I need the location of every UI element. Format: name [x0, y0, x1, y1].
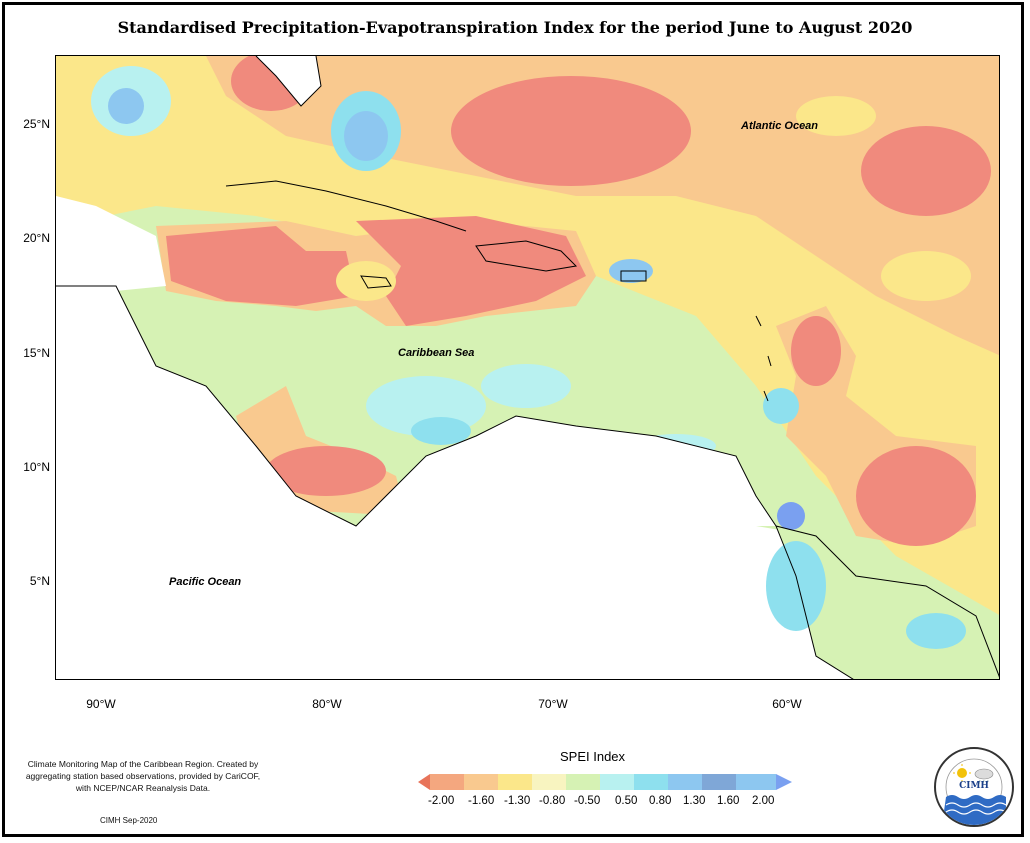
legend-tick: -2.00 — [428, 795, 455, 807]
contour-red-lesser-antilles — [791, 316, 841, 386]
legend-tick: 2.00 — [752, 795, 775, 807]
legend-tick: -1.30 — [504, 795, 531, 807]
contour-cyan-caribbean-2 — [481, 364, 571, 408]
contour-blue-gulf — [108, 88, 144, 124]
legend-swatch — [702, 774, 736, 790]
map-title: Standardised Precipitation-Evapotranspir… — [117, 18, 913, 37]
lon-label: 70°W — [538, 697, 568, 711]
lon-label: 60°W — [772, 697, 802, 711]
legend-swatch — [634, 774, 668, 790]
lon-label: 80°W — [312, 697, 342, 711]
contour-red-hispaniola — [356, 216, 586, 326]
legend-tick: 1.60 — [717, 795, 740, 807]
land-mexico — [56, 196, 166, 296]
lat-label: 20°N — [23, 231, 50, 245]
legend-tick: -0.50 — [574, 795, 601, 807]
credit: CIMH Sep-2020 — [100, 816, 158, 825]
legend-swatch — [566, 774, 600, 790]
legend-swatch — [464, 774, 498, 790]
legend-swatch — [532, 774, 566, 790]
contour-yellow-spot-2 — [796, 96, 876, 136]
legend-arrow-right — [776, 774, 792, 790]
contour-red-east — [861, 126, 991, 216]
legend-title: SPEI Index — [560, 749, 626, 764]
spei-map-canvas — [56, 56, 999, 679]
legend-tick: -0.80 — [539, 795, 566, 807]
lon-label: 90°W — [86, 697, 116, 711]
legend-tick: 0.50 — [615, 795, 638, 807]
lat-label: 5°N — [29, 574, 50, 588]
lat-label: 25°N — [23, 117, 50, 131]
contour-yellow-jamaica — [336, 261, 396, 301]
label-caribbean-sea: Caribbean Sea — [398, 347, 475, 359]
label-pacific-ocean: Pacific Ocean — [169, 576, 242, 588]
sun-icon — [957, 768, 967, 778]
contour-blue-caribbean — [411, 417, 471, 445]
land-french-guiana-blue — [906, 613, 966, 649]
contour-red-yucatan — [166, 226, 356, 306]
cimh-logo: CIMH — [934, 747, 1014, 827]
contour-blue-guyana — [777, 502, 805, 530]
legend-swatch — [498, 774, 532, 790]
logo-abbr: CIMH — [959, 781, 989, 791]
label-atlantic-ocean: Atlantic Ocean — [741, 120, 819, 132]
legend-tick: 0.80 — [649, 795, 672, 807]
contour-yellow-spot — [881, 251, 971, 301]
contour-blue-bahamas — [344, 111, 388, 161]
land-guyana-blue — [766, 541, 826, 631]
logo-graphic — [942, 758, 1007, 825]
contour-red-guiana-offshore — [856, 446, 976, 546]
legend-swatch — [430, 774, 464, 790]
lat-label: 15°N — [23, 346, 50, 360]
lat-label: 10°N — [23, 460, 50, 474]
contour-red-panama — [266, 446, 386, 496]
coastlines — [56, 56, 999, 679]
contour-light-orange-north — [206, 56, 999, 356]
legend-swatch — [600, 774, 634, 790]
land-florida — [256, 56, 321, 106]
contour-cyan-trinidad — [763, 388, 799, 424]
legend-arrow-left — [418, 774, 430, 790]
contour-red-atlantic — [451, 76, 691, 186]
footnote: Climate Monitoring Map of the Caribbean … — [25, 759, 261, 793]
legend-colorbar — [418, 774, 792, 790]
legend-swatch — [736, 774, 776, 790]
spei-map: Atlantic Ocean Caribbean Sea Pacific Oce… — [55, 55, 1000, 680]
legend-swatch — [668, 774, 702, 790]
land-south-central-america — [56, 286, 853, 679]
legend-tick: -1.60 — [468, 795, 495, 807]
cloud-icon — [974, 768, 994, 780]
legend-tick: 1.30 — [683, 795, 706, 807]
